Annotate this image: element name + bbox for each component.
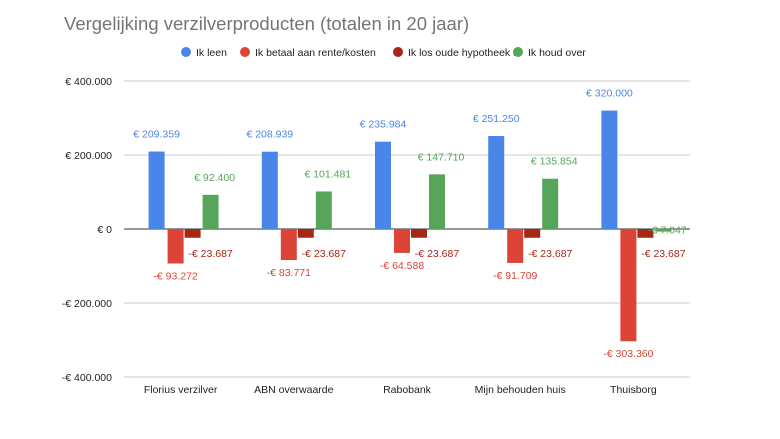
data-label: -€ 303.360 [603, 348, 653, 360]
data-label: -€ 23.687 [415, 248, 460, 260]
data-label: € 92.400 [194, 172, 235, 184]
legend-swatch [240, 47, 250, 57]
bar [411, 229, 427, 238]
data-label: -€ 93.272 [153, 271, 198, 283]
x-category-label: Mijn behouden huis [475, 384, 566, 396]
y-tick-label: € 400.000 [65, 76, 112, 88]
x-category-label: ABN overwaarde [254, 384, 334, 396]
data-label: -€ 91.709 [493, 270, 538, 282]
x-category-label: Thuisborg [610, 384, 657, 396]
bar [202, 194, 219, 229]
data-label: € 235.984 [360, 119, 407, 131]
bar [542, 178, 559, 229]
legend-label: Ik betaal aan rente/kosten [255, 47, 376, 59]
x-category-label: Rabobank [383, 384, 432, 396]
legend-label: Ik los oude hypotheek af [408, 47, 522, 59]
data-label: -€ 23.687 [528, 248, 573, 260]
bar [429, 174, 445, 229]
data-label: -€ 64.588 [380, 260, 425, 272]
bar [261, 151, 278, 229]
data-label-bg [528, 248, 573, 260]
data-label: -€ 23.687 [302, 248, 347, 260]
data-label: -€ 23.687 [188, 248, 233, 260]
bar [280, 229, 297, 260]
data-label: -€ 7.047 [648, 225, 687, 237]
data-label: € 135.854 [531, 156, 578, 168]
bar [524, 229, 541, 238]
chart-title: Vergelijking verzilverproducten (totalen… [64, 13, 470, 34]
data-label-bg [415, 248, 459, 260]
y-tick-label: -€ 200.000 [62, 298, 112, 310]
bar [184, 229, 201, 238]
legend-swatch [181, 47, 191, 57]
y-tick-label: -€ 400.000 [62, 372, 112, 384]
y-tick-label: € 0 [97, 224, 112, 236]
data-label-bg [301, 248, 346, 260]
bar [637, 229, 654, 238]
y-tick-label: € 200.000 [65, 150, 112, 162]
bar [655, 229, 672, 232]
legend-swatch [513, 47, 523, 57]
bar [167, 229, 184, 264]
data-label: € 251.250 [473, 113, 520, 125]
bar [148, 151, 165, 229]
data-label: € 209.359 [133, 129, 180, 141]
data-label: € 101.481 [304, 168, 351, 180]
bar [507, 229, 524, 263]
bar [315, 191, 332, 229]
bar [620, 229, 637, 342]
data-label-bg [641, 248, 686, 260]
bar [394, 229, 410, 253]
legend-label: Ik houd over [528, 47, 586, 59]
bar [375, 141, 391, 229]
data-label: -€ 83.771 [267, 267, 312, 279]
legend-swatch [393, 47, 403, 57]
bar [488, 136, 505, 229]
legend-label: Ik leen [196, 47, 227, 59]
x-category-label: Florius verzilver [144, 384, 218, 396]
bar [601, 110, 618, 229]
data-label: € 320.000 [586, 88, 633, 100]
data-label: -€ 23.687 [641, 248, 686, 260]
bar [297, 229, 314, 238]
data-label: € 208.939 [246, 129, 293, 141]
data-label-bg [188, 248, 233, 260]
data-label: € 147.710 [418, 151, 465, 163]
